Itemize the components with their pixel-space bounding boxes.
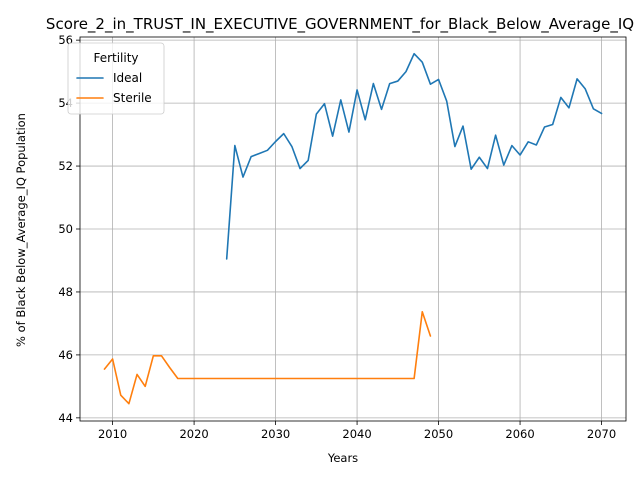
legend-label-sterile: Sterile: [113, 91, 152, 105]
y-tick-label: 44: [58, 411, 73, 425]
chart-title: Score_2_in_TRUST_IN_EXECUTIVE_GOVERNMENT…: [46, 15, 634, 34]
legend: Fertility Ideal Sterile: [67, 42, 165, 115]
series-line-sterile: [103, 310, 432, 405]
y-tick-label: 48: [58, 285, 73, 299]
x-tick-label: 2050: [424, 427, 453, 441]
x-axis-ticks: 2010 2020 2030 2040 2050 2060 2070: [98, 421, 616, 441]
y-tick-label: 52: [58, 159, 73, 173]
y-axis-label: % of Black Below_Average_IQ Population: [14, 113, 28, 347]
x-tick-label: 2040: [342, 427, 371, 441]
series-line-ideal: [225, 52, 603, 260]
y-tick-label: 46: [58, 348, 73, 362]
x-tick-label: 2070: [587, 427, 616, 441]
series-lines: [103, 52, 603, 405]
x-tick-label: 2060: [505, 427, 534, 441]
x-tick-label: 2020: [179, 427, 208, 441]
legend-label-ideal: Ideal: [113, 71, 142, 85]
legend-title: Fertility: [93, 51, 138, 65]
x-tick-label: 2010: [98, 427, 127, 441]
grid-lines: [80, 37, 626, 421]
y-tick-label: 50: [58, 222, 73, 236]
x-tick-label: 2030: [261, 427, 290, 441]
x-axis-label: Years: [327, 451, 358, 465]
legend-box: [67, 42, 165, 115]
